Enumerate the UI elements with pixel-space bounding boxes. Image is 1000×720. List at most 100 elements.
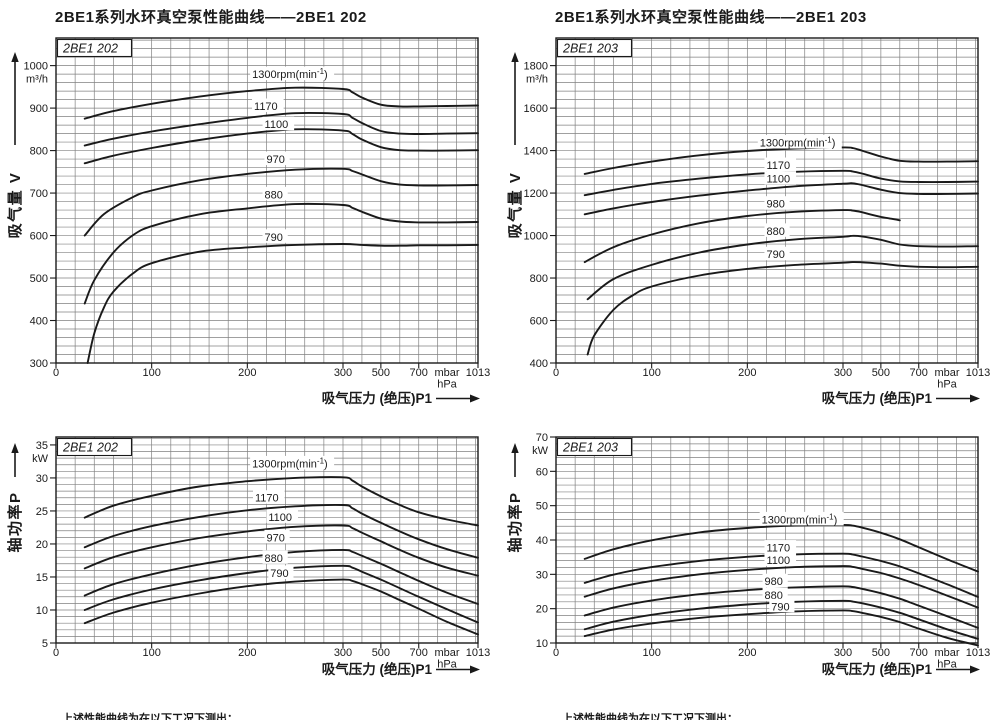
curve-880: [586, 234, 979, 301]
x-axis-title: 吸气压力 (绝压)P1: [322, 661, 480, 677]
y-tick-label: 400: [30, 316, 48, 328]
x-tick-label: 500: [872, 647, 890, 659]
x-tick-label: 0: [53, 367, 59, 379]
x-tick-label: 100: [142, 367, 160, 379]
x-axis-title-text: 吸气压力 (绝压)P1: [322, 661, 433, 677]
panel-202-title: 2BE1系列水环真空泵性能曲线——2BE1 202: [55, 9, 367, 26]
y-axis-name: 轴功率P: [6, 443, 24, 553]
x-tick-label: 200: [738, 647, 756, 659]
curve-1300: [83, 476, 479, 527]
curve-labels: 1300rpm(min-1) 1170 1100 970 880 790: [250, 455, 335, 580]
y-tick-label: 1000: [524, 231, 548, 243]
x-tick-label: 1013: [466, 367, 490, 379]
chart-202-power: 5 10 15 20 25 30 35 kW 轴功率P 0 100 200 300 500 700 1013 m…: [0, 425, 500, 683]
x-unit-label: mbar: [434, 647, 459, 659]
x-tick-label: 100: [642, 647, 660, 659]
x-axis-arrow-icon: [970, 665, 980, 674]
chart-model-label: 2BE1 202: [56, 38, 133, 58]
curve-label-970: 970: [266, 532, 284, 544]
y-tick-label: 30: [36, 473, 48, 485]
y-tick-label: 1600: [524, 103, 548, 115]
y-tick-label: 700: [30, 188, 48, 200]
chart-203-capacity: 400 600 800 1000 1200 1400 1600 1800 m³/h 吸气量 V 0 1…: [500, 30, 1000, 418]
y-tick-label: 1800: [524, 61, 548, 73]
y-axis-arrow-icon: [511, 52, 519, 62]
x-axis-arrow-icon: [470, 394, 480, 403]
curve-label-790: 790: [265, 232, 283, 244]
chart-model-label: 2BE1 202: [56, 437, 133, 457]
y-axis-name: 吸气量 V: [506, 52, 524, 238]
curve-label-1100: 1100: [766, 174, 790, 186]
y-axis-arrow-icon: [11, 443, 19, 453]
curve-label-1300: 1300rpm(min-1): [252, 67, 328, 81]
curve-1100: [83, 524, 479, 577]
curve-970: [83, 548, 479, 605]
curve-980: [583, 209, 901, 264]
curve-label-1170: 1170: [766, 543, 790, 555]
y-tick-label: 500: [30, 273, 48, 285]
x-tick-label: 200: [238, 367, 256, 379]
curve-1300: [583, 523, 979, 573]
x-unit-label: mbar: [934, 647, 959, 659]
y-tick-label: 60: [536, 466, 548, 478]
footer-203: 上述性能曲线为在以下工况下测出： 1、排气压力1013mbar 2、饱和空气温度…: [562, 682, 982, 720]
curves: [83, 86, 479, 364]
y-tick-label: 600: [30, 231, 48, 243]
x-tick-label: 100: [642, 367, 660, 379]
x-tick-label: 200: [238, 647, 256, 659]
x-tick-label: 500: [372, 647, 390, 659]
x-axis-title: 吸气压力 (绝压)P1: [822, 390, 980, 406]
curves: [583, 146, 979, 356]
curve-790: [86, 243, 479, 364]
x-unit-label: hPa: [937, 659, 957, 671]
y-axis-arrow-icon: [11, 52, 19, 62]
x-axis-title-text: 吸气压力 (绝压)P1: [822, 390, 933, 406]
curve-1100: [583, 565, 979, 609]
footer-202-line1: 上述性能曲线为在以下工况下测出：: [62, 713, 238, 720]
curve-980: [583, 585, 979, 629]
x-unit-label: mbar: [434, 367, 459, 379]
y-tick-label: 50: [536, 501, 548, 513]
footer-202: 上述性能曲线为在以下工况下测出： 1、排气压力1013mbar 2、饱和空气温度…: [62, 682, 482, 720]
chart-202-capacity: 300 400 500 600 700 800 900 1000 m³/h 吸气量 V 0 100 20…: [0, 30, 500, 418]
curve-label-1170: 1170: [254, 101, 278, 113]
curve-label-1300: 1300rpm(min-1): [760, 136, 836, 150]
footer-203-line1: 上述性能曲线为在以下工况下测出：: [562, 713, 738, 720]
y-tick-label: 20: [536, 604, 548, 616]
x-axis-arrow-icon: [470, 665, 480, 674]
x-tick-label: 700: [410, 367, 428, 379]
y-tick-label: 10: [36, 605, 48, 617]
curve-label-880: 880: [265, 189, 283, 201]
curve-1170: [583, 169, 979, 197]
curve-1300: [83, 86, 479, 120]
curve-label-980: 980: [766, 199, 784, 211]
y-axis-name-text: 吸气量 V: [506, 172, 524, 239]
y-tick-label: 40: [536, 535, 548, 547]
curve-790: [586, 261, 979, 356]
curve-790: [83, 578, 479, 636]
curve-label-1300: 1300rpm(min-1): [762, 512, 838, 526]
curve-labels: 1300rpm(min-1) 1170 1100 970 880 790: [250, 66, 335, 244]
curve-label-790: 790: [270, 568, 288, 580]
x-unit-label: hPa: [437, 659, 457, 671]
y-unit-label: m³/h: [526, 74, 548, 86]
panel-203: 2BE1系列水环真空泵性能曲线——2BE1 203 400 600 800 1000 1…: [500, 0, 1000, 720]
x-axis-title: 吸气压力 (绝压)P1: [322, 390, 480, 406]
y-tick-label: 1200: [524, 188, 548, 200]
plot-border: [55, 436, 479, 644]
curve-label-1100: 1100: [766, 555, 790, 567]
y-tick-label: 600: [530, 316, 548, 328]
y-axis-name-text: 轴功率P: [506, 491, 524, 552]
curve-label-880: 880: [265, 553, 283, 565]
curve-880: [583, 599, 979, 640]
y-tick-label: 800: [530, 273, 548, 285]
y-axis-arrow-icon: [511, 443, 519, 453]
x-tick-label: 0: [553, 367, 559, 379]
x-axis-title-text: 吸气压力 (绝压)P1: [322, 390, 433, 406]
y-tick-label: 25: [36, 506, 48, 518]
